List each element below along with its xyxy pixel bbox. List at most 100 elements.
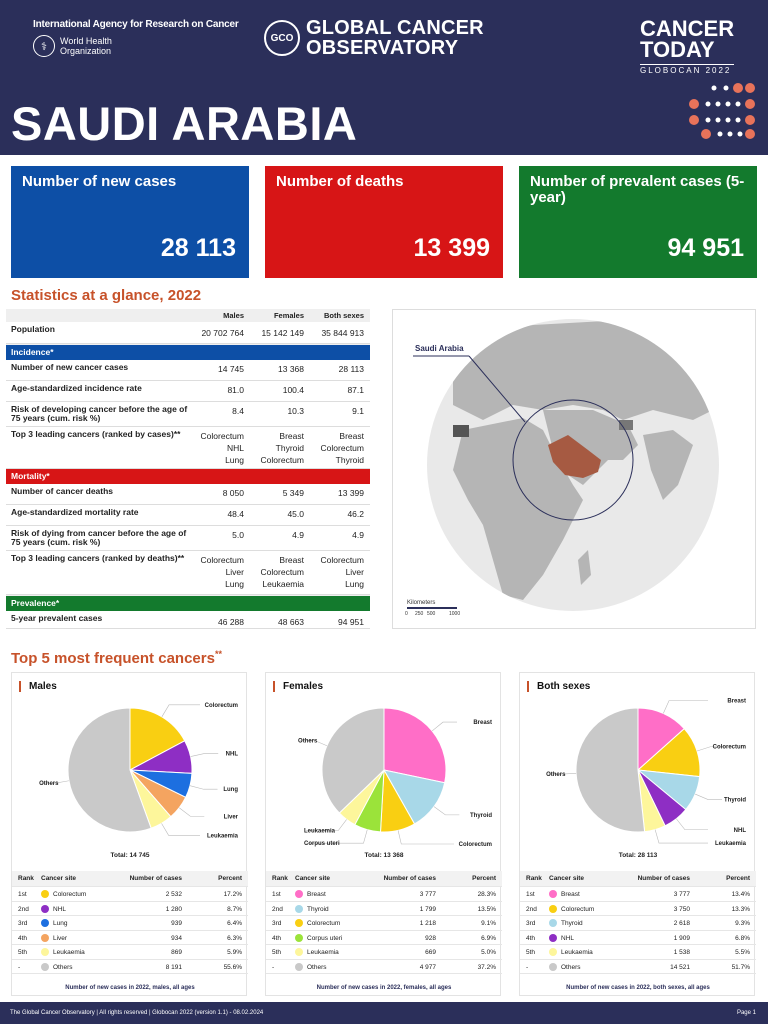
females-pie-chart: Breast Thyroid Colorectum Corpus uteri Leuka… <box>298 707 492 848</box>
site-cell: Others <box>53 963 73 971</box>
rank-cell: 2nd <box>526 905 537 913</box>
gco-title-line1: GLOBAL CANCER <box>306 17 484 39</box>
deaths-label: Number of deaths <box>276 173 404 190</box>
percent-cell: 9.3% <box>735 920 750 927</box>
rank-cell: 2nd <box>18 905 29 913</box>
col-rank: Rank <box>526 875 542 882</box>
site-cell: NHL <box>53 905 67 913</box>
iarc-title: International Agency for Research on Can… <box>33 19 239 30</box>
table-header-row: Rank Cancer site Number of cases Percent <box>12 871 248 887</box>
table-row: 1st Breast 3 777 28.3% <box>266 887 502 902</box>
percent-cell: 9.1% <box>481 920 496 927</box>
page-header: International Agency for Research on Can… <box>0 0 768 155</box>
pie-slice-thyroid <box>383 769 446 825</box>
legend-swatch-icon <box>549 919 557 927</box>
pie-leader-line <box>161 704 200 717</box>
pie-leader-line <box>161 823 200 836</box>
cases-cell: 869 <box>171 949 182 956</box>
pie-leader-line <box>654 829 708 844</box>
ct-line1: CANCER <box>640 16 735 41</box>
cases-cell: 2 532 <box>165 891 182 898</box>
cases-cell: 934 <box>171 934 182 942</box>
rank-cell: 4th <box>526 934 536 942</box>
table-row: 1st Breast 3 777 13.4% <box>520 887 756 902</box>
pie-label: Corpus uteri <box>304 841 340 847</box>
panel-title: Females <box>273 681 323 692</box>
svg-text:250: 250 <box>415 611 424 617</box>
site-cell: Thyroid <box>561 920 583 927</box>
site-cell: Leukaemia <box>307 949 339 956</box>
cases-cell: 3 777 <box>419 891 436 898</box>
pie-label: Liver <box>224 814 239 820</box>
site-cell: Liver <box>53 934 68 942</box>
rank-cell: 2nd <box>272 905 283 913</box>
percent-cell: 13.4% <box>731 891 750 898</box>
population-label: Population <box>11 324 55 334</box>
panel-note: Number of new cases in 2022, females, al… <box>316 985 452 991</box>
col-percent: Percent <box>218 875 242 882</box>
percent-cell: 8.7% <box>227 905 242 913</box>
svg-text:500: 500 <box>427 611 436 617</box>
new-cases-label: Number of new cases <box>22 173 177 190</box>
pie-label: Others <box>298 738 318 744</box>
pie-leader-line <box>548 773 577 775</box>
table-row: 2nd NHL 1 280 8.7% <box>12 902 248 916</box>
locator-map: Saudi Arabia Kilometers 0 250 500 1000 <box>392 309 756 629</box>
cases-cell: 3 750 <box>673 905 690 913</box>
panel-total: Total: 14 745 <box>110 852 150 859</box>
table-row: 4th Corpus uteri 928 6.9% <box>266 931 502 945</box>
site-cell: Colorectum <box>307 920 341 927</box>
top5-section-title: Top 5 most frequent cancers** <box>11 649 222 667</box>
males-panel: Males Colorectum NHL Lung Liver Leukaemia Oth… <box>11 672 248 996</box>
pie-label: Thyroid <box>724 798 746 804</box>
table-row: - Others 8 191 55.6% <box>12 960 248 974</box>
percent-cell: 6.8% <box>735 934 750 942</box>
percent-cell: 5.5% <box>735 949 750 956</box>
cases-cell: 1 280 <box>165 905 182 913</box>
table-row: Risk of dying from cancer before the age… <box>6 526 370 551</box>
percent-cell: 6.9% <box>481 934 496 942</box>
panel-title: Males <box>19 681 57 692</box>
deaths-value: 13 399 <box>413 234 490 262</box>
legend-swatch-icon <box>295 962 303 971</box>
table-row: Age-standardized mortality rate 48.4 45.… <box>6 505 370 526</box>
mortality-band: Mortality* <box>6 469 370 484</box>
col-percent: Percent <box>472 875 496 882</box>
percent-cell: 51.7% <box>731 963 750 971</box>
legend-swatch-icon <box>41 933 49 942</box>
rank-cell: 5th <box>18 949 28 956</box>
panel-table: Rank Cancer site Number of cases Percent… <box>520 871 756 974</box>
panel-table: Rank Cancer site Number of cases Percent… <box>266 871 502 974</box>
gco-emblem-icon: GCO <box>264 20 300 56</box>
legend-swatch-icon <box>549 904 557 913</box>
pie-leader-line <box>695 793 723 800</box>
pie-slice-others <box>575 707 646 833</box>
pie-leader-line <box>189 785 218 790</box>
svg-text:1000: 1000 <box>449 611 460 617</box>
percent-cell: 5.9% <box>227 949 242 956</box>
pie-leader-line <box>300 739 328 747</box>
cases-cell: 8 191 <box>165 963 182 971</box>
pie-label: Leukaemia <box>715 841 747 847</box>
col-cases: Number of cases <box>129 875 182 882</box>
rank-cell: 5th <box>526 949 536 956</box>
prevalent-label: Number of prevalent cases (5-year) <box>530 173 745 206</box>
panel-table: Rank Cancer site Number of cases Percent… <box>12 871 248 974</box>
table-row: 3rd Colorectum 1 218 9.1% <box>266 916 502 931</box>
pie-slice-breast <box>383 707 447 784</box>
site-cell: Thyroid <box>307 905 329 913</box>
pie-leader-line <box>433 806 460 816</box>
table-row: Risk of developing cancer before the age… <box>6 402 370 427</box>
col-percent: Percent <box>726 875 750 882</box>
stats-table: Males Females Both sexes Population 20 7… <box>6 309 370 629</box>
pie-leader-line <box>306 819 347 831</box>
prevalent-value: 94 951 <box>667 234 744 262</box>
footer-page-number: Page 1 <box>736 1010 756 1016</box>
site-cell: NHL <box>561 934 575 942</box>
country-title: SAUDI ARABIA <box>11 97 358 150</box>
panel-note: Number of new cases in 2022, males, all … <box>65 985 195 991</box>
pie-label: Others <box>546 772 566 778</box>
table-row: Top 3 leading cancers (ranked by cases)*… <box>6 427 370 469</box>
rank-cell: 4th <box>272 934 282 942</box>
rank-cell: 5th <box>272 949 282 956</box>
